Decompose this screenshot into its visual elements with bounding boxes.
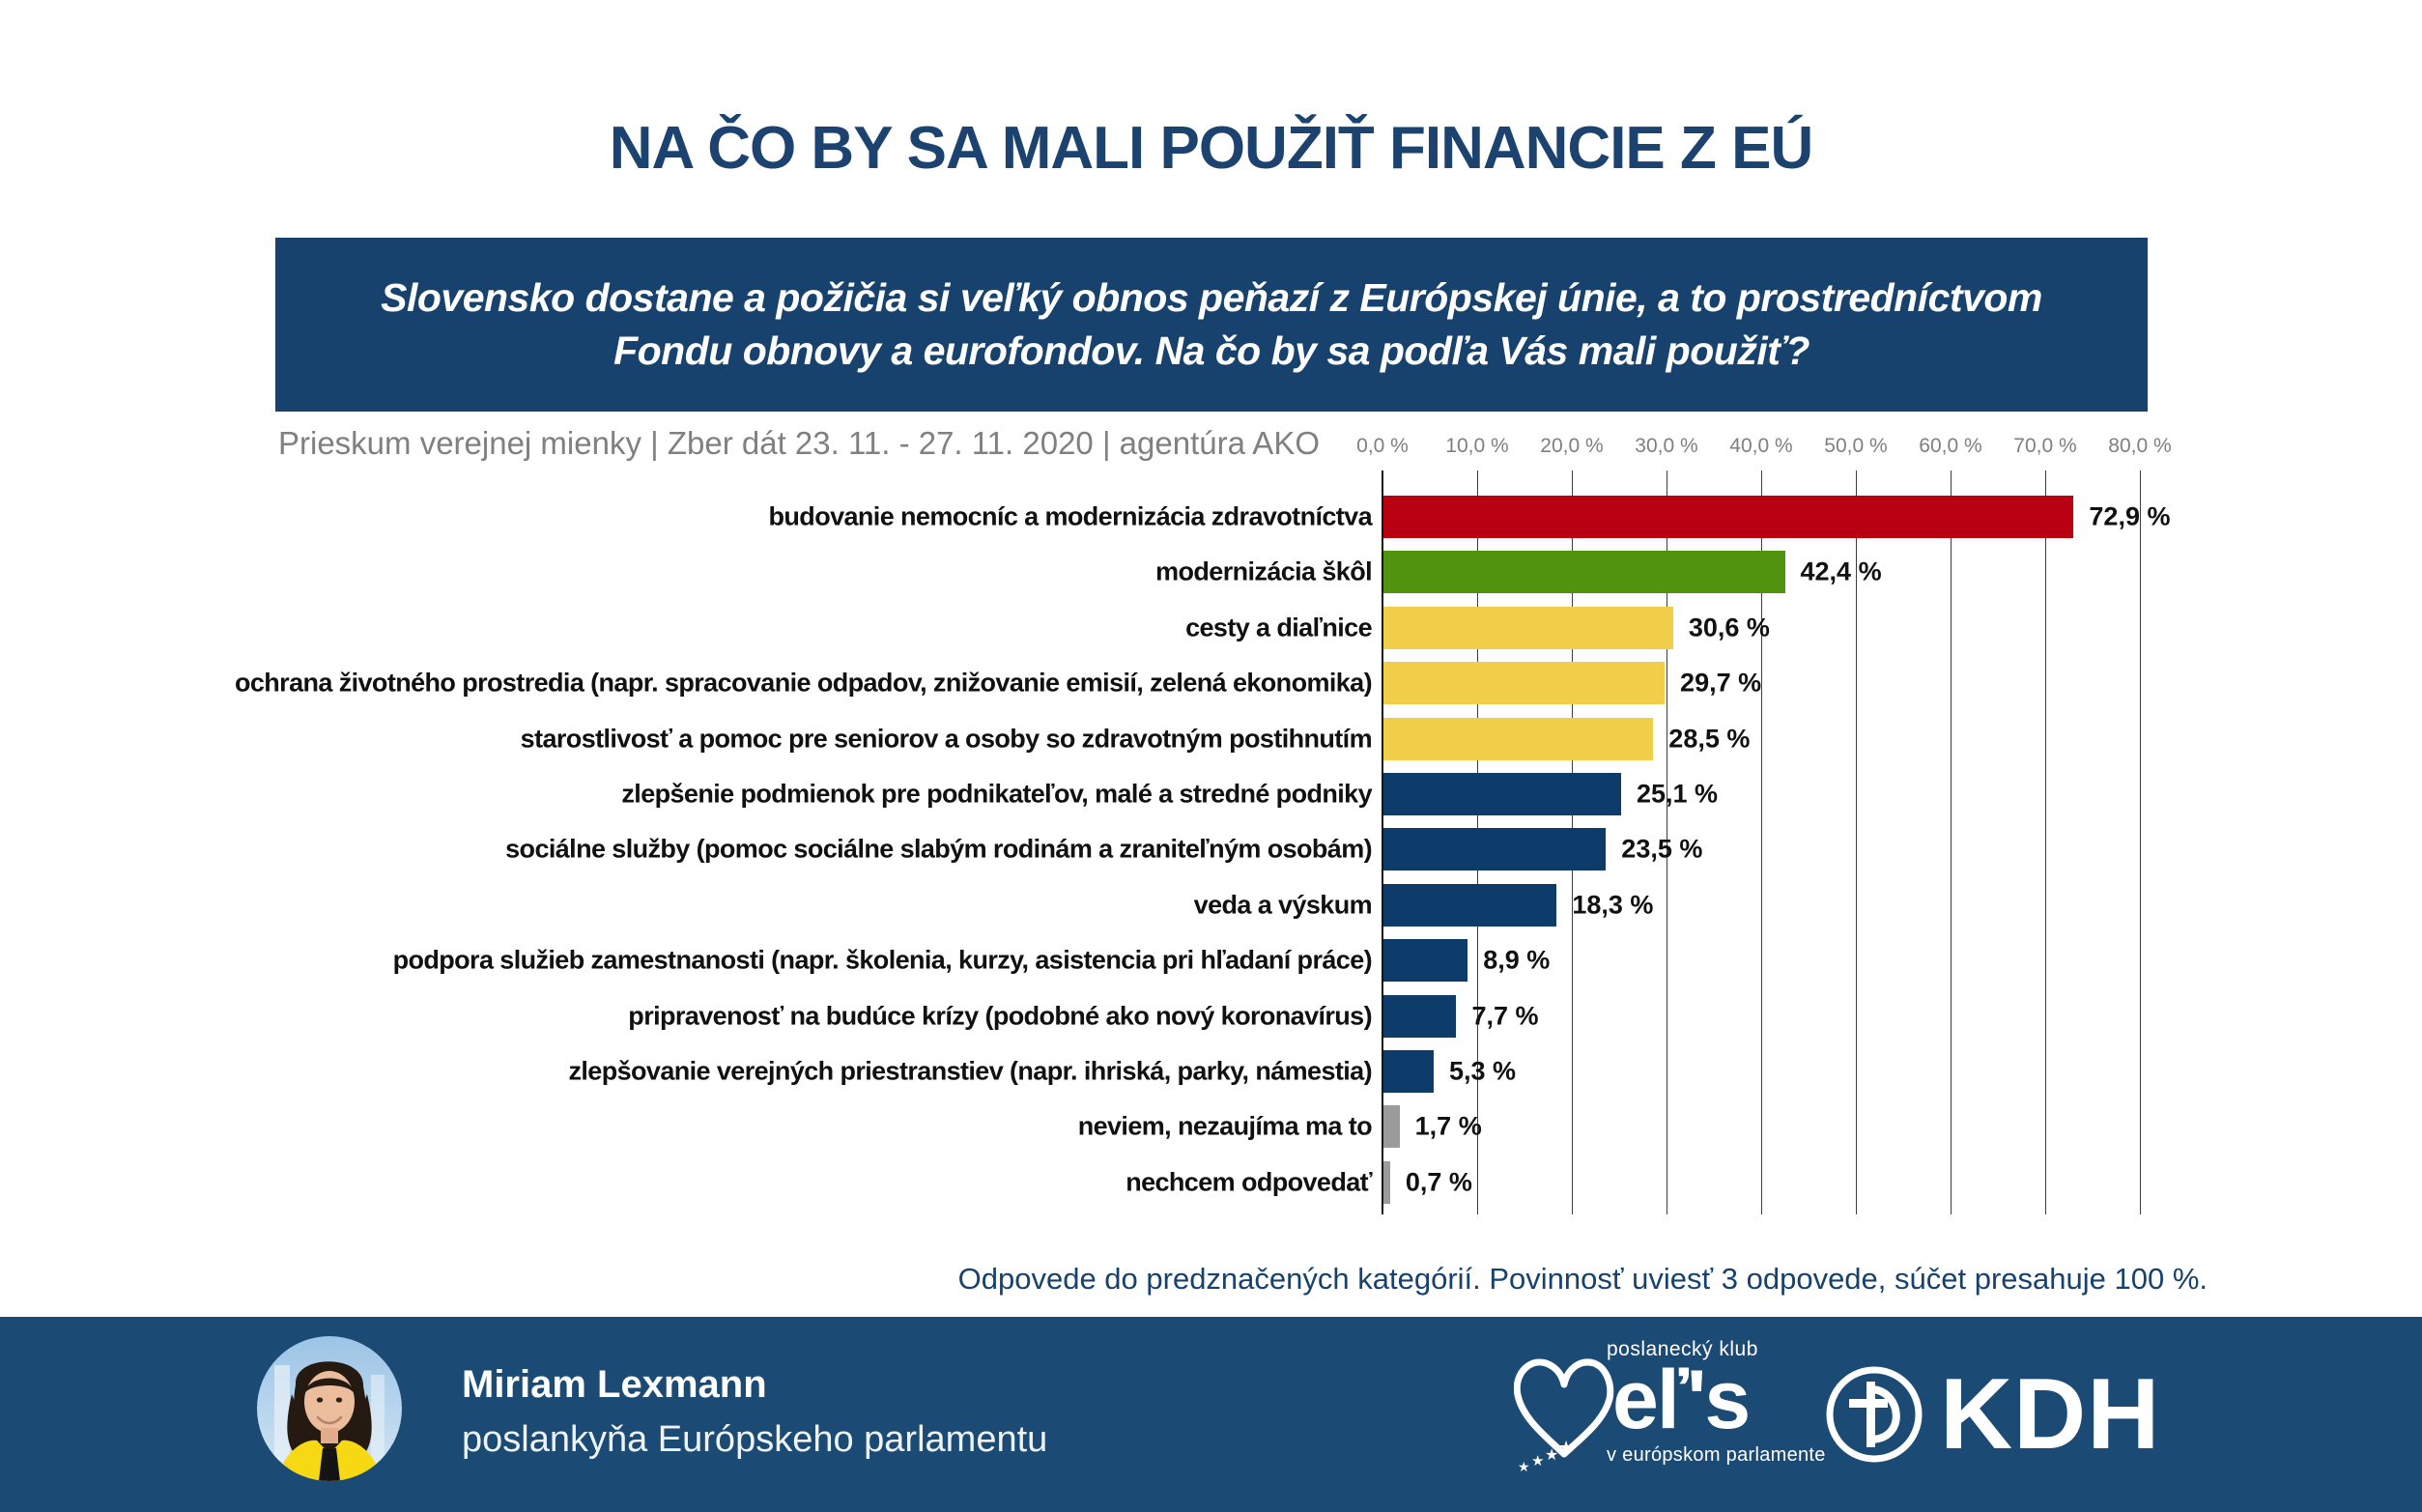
grid-line [2045, 471, 2046, 1214]
grid-line [1761, 471, 1762, 1214]
axis-tick-label: 0,0 % [1356, 435, 1409, 457]
question-line-2: Fondu obnovy a eurofondov. Na čo by sa p… [613, 328, 1809, 373]
category-label: veda a výskum [1193, 890, 1373, 920]
bar-value-label: 25,1 % [1636, 779, 1719, 809]
category-label: cesty a diaľnice [1185, 613, 1373, 642]
category-label: modernizácia škôl [1155, 556, 1372, 586]
svg-text:★: ★ [1545, 1447, 1558, 1464]
bar [1383, 717, 1654, 760]
grid-line [2140, 471, 2141, 1214]
bar [1383, 883, 1557, 927]
category-label: neviem, nezaujíma ma to [1077, 1111, 1373, 1141]
bar [1383, 994, 1457, 1038]
question-line-1: Slovensko dostane a požičia si veľký obn… [381, 275, 2042, 320]
axis-tick-label: 50,0 % [1824, 435, 1888, 457]
axis-line [1382, 471, 1383, 1214]
bar-value-label: 28,5 % [1668, 724, 1751, 754]
epp-group-logo: ★ ★ ★ ★ poslanecký klub eľ's v európskom… [1514, 1338, 1825, 1491]
bar-value-label: 72,9 % [2089, 501, 2171, 531]
kdh-cross-emblem-icon [1826, 1366, 1923, 1463]
epp-logo-top-text: poslanecký klub [1607, 1338, 1758, 1360]
grid-line [1856, 471, 1857, 1214]
epp-logo-texts: poslanecký klub eľ's v európskom parlame… [1607, 1338, 1826, 1467]
person-name: Miriam Lexmann [462, 1363, 767, 1406]
bar-value-label: 0,7 % [1405, 1167, 1472, 1197]
survey-source-line: Prieskum verejnej mienky | Zber dát 23. … [278, 425, 1320, 461]
axis-tick-label: 40,0 % [1729, 435, 1793, 457]
category-label: ochrana životného prostredia (napr. spra… [234, 668, 1373, 698]
category-label: podpora služieb zamestnanosti (napr. ško… [392, 945, 1373, 975]
bar [1383, 828, 1607, 871]
avatar [257, 1336, 402, 1481]
epp-logo-main-text: eľ's [1612, 1354, 1751, 1446]
svg-text:★: ★ [1558, 1438, 1574, 1457]
bar-value-label: 7,7 % [1471, 1001, 1539, 1031]
bar [1383, 1160, 1390, 1204]
kdh-logo: KDH [1824, 1342, 2160, 1487]
person-role: poslankyňa Európskeho parlamentu [462, 1419, 1048, 1460]
axis-tick-label: 80,0 % [2108, 435, 2172, 457]
kdh-logo-text: KDH [1940, 1358, 2161, 1470]
bar [1383, 1050, 1434, 1093]
bar-value-label: 42,4 % [1800, 556, 1882, 586]
bar-value-label: 23,5 % [1621, 834, 1703, 864]
avatar-portrait-image [257, 1336, 402, 1481]
category-label: sociálne služby (pomoc sociálne slabým r… [505, 834, 1372, 864]
footer-band: Miriam Lexmann poslankyňa Európskeho par… [0, 1317, 2422, 1512]
bar [1383, 551, 1785, 594]
category-label: budovanie nemocníc a modernizácia zdravo… [768, 501, 1373, 531]
axis-tick-label: 20,0 % [1540, 435, 1604, 457]
bar-value-label: 5,3 % [1448, 1056, 1516, 1086]
page-title: NA ČO BY SA MALI POUŽIŤ FINANCIE Z EÚ [609, 115, 1814, 182]
category-label: pripravenosť na budúce krízy (podobné ak… [628, 1001, 1372, 1031]
axis-tick-label: 10,0 % [1445, 435, 1509, 457]
grid-line [1951, 471, 1952, 1214]
category-label: zlepšovanie verejných priestranstiev (na… [568, 1056, 1373, 1086]
bar-value-label: 1,7 % [1414, 1111, 1482, 1141]
axis-tick-label: 70,0 % [2013, 435, 2077, 457]
epp-logo-bottom-text: v európskom parlamente [1607, 1443, 1826, 1466]
bar-value-label: 30,6 % [1688, 613, 1770, 642]
bar-value-label: 18,3 % [1572, 890, 1654, 920]
bar [1383, 773, 1621, 815]
category-label: zlepšenie podmienok pre podnikateľov, ma… [621, 779, 1372, 809]
bar [1383, 1105, 1400, 1149]
axis-tick-label: 30,0 % [1635, 435, 1698, 457]
bar [1383, 662, 1666, 705]
bar [1383, 606, 1673, 649]
question-box: Slovensko dostane a požičia si veľký obn… [275, 238, 2148, 412]
axis-tick-label: 60,0 % [1919, 435, 1982, 457]
bar [1383, 939, 1468, 983]
epp-heart-stars-icon: ★ ★ ★ ★ [1514, 1358, 1614, 1474]
bar [1383, 496, 2074, 538]
category-label: starostlivosť a pomoc pre seniorov a oso… [520, 724, 1373, 754]
category-label: nechcem odpovedať [1126, 1167, 1372, 1197]
chart-footnote: Odpovede do predznačených kategórií. Pov… [957, 1262, 2208, 1296]
svg-text:★: ★ [1518, 1459, 1530, 1474]
bar-value-label: 8,9 % [1483, 945, 1551, 975]
bar-value-label: 29,7 % [1680, 668, 1762, 698]
svg-text:★: ★ [1531, 1453, 1544, 1469]
